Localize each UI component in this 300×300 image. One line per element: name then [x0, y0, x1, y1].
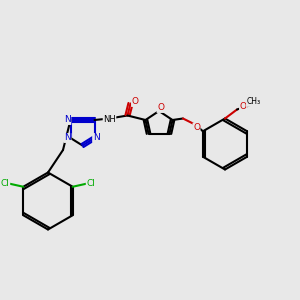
Text: N: N [64, 116, 71, 124]
Text: O: O [193, 123, 200, 132]
Text: Cl: Cl [86, 179, 95, 188]
Text: N: N [93, 134, 99, 142]
Text: O: O [157, 103, 164, 112]
Text: CH₃: CH₃ [246, 98, 261, 106]
Text: N: N [64, 134, 71, 142]
Text: O: O [131, 98, 139, 106]
Text: Cl: Cl [1, 179, 10, 188]
Text: NH: NH [103, 116, 116, 124]
Text: O: O [239, 102, 247, 111]
